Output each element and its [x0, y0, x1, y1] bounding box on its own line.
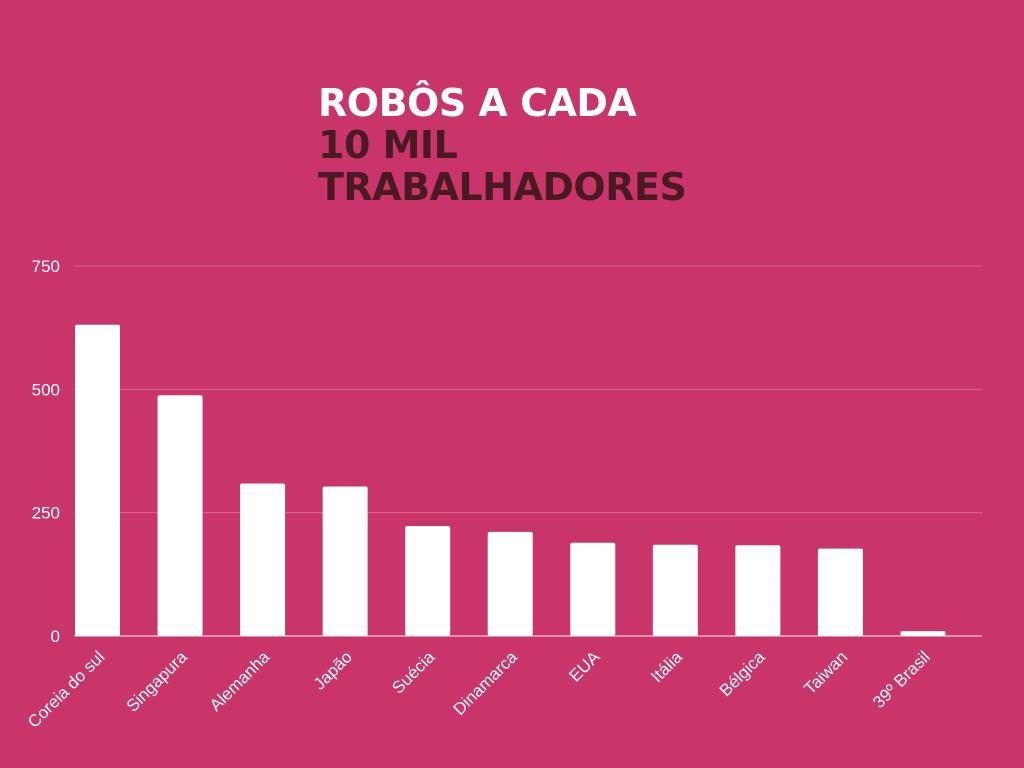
bar-9 [735, 545, 781, 636]
x-tick-label-9: Bélgica [716, 647, 769, 700]
bar-8 [652, 544, 698, 636]
x-tick-label-8: Itália [647, 647, 686, 686]
bar-layer [75, 324, 946, 636]
chart-title-line-2: 10 MIL [318, 123, 458, 167]
bar-5 [405, 525, 451, 636]
chart-title-line-3: TRABALHADORES [318, 165, 687, 209]
bar-11 [900, 631, 946, 636]
bar-2 [157, 395, 203, 636]
bar-7 [570, 542, 616, 636]
bar-10 [817, 548, 863, 636]
x-tick-label-2: Singapura [123, 647, 192, 716]
x-tick-label-6: Dinamarca [449, 647, 521, 719]
x-tick-label-1: Coreia do sul [24, 647, 108, 731]
x-tick-label-7: EUA [565, 647, 604, 686]
x-tick-label-10: Taiwan [800, 647, 851, 698]
x-tick-label-11: 39º Brasil [869, 647, 934, 712]
chart-title-line-1: ROBÔS A CADA [318, 81, 637, 125]
chart-title: ROBÔS A CADA 10 MIL TRABALHADORES [318, 81, 687, 209]
bar-4 [322, 486, 368, 636]
y-tick-label-500: 500 [32, 380, 60, 399]
bar-1 [75, 324, 120, 636]
bar-3 [240, 483, 286, 636]
bar-6 [487, 531, 533, 636]
x-tick-label-3: Alemanha [206, 647, 274, 715]
x-tick-label-5: Suécia [388, 647, 439, 698]
y-tick-label-0: 0 [51, 627, 60, 646]
y-tick-label-750: 750 [32, 257, 60, 276]
x-tick-label-4: Japão [310, 647, 356, 693]
y-tick-label-250: 250 [32, 504, 60, 523]
